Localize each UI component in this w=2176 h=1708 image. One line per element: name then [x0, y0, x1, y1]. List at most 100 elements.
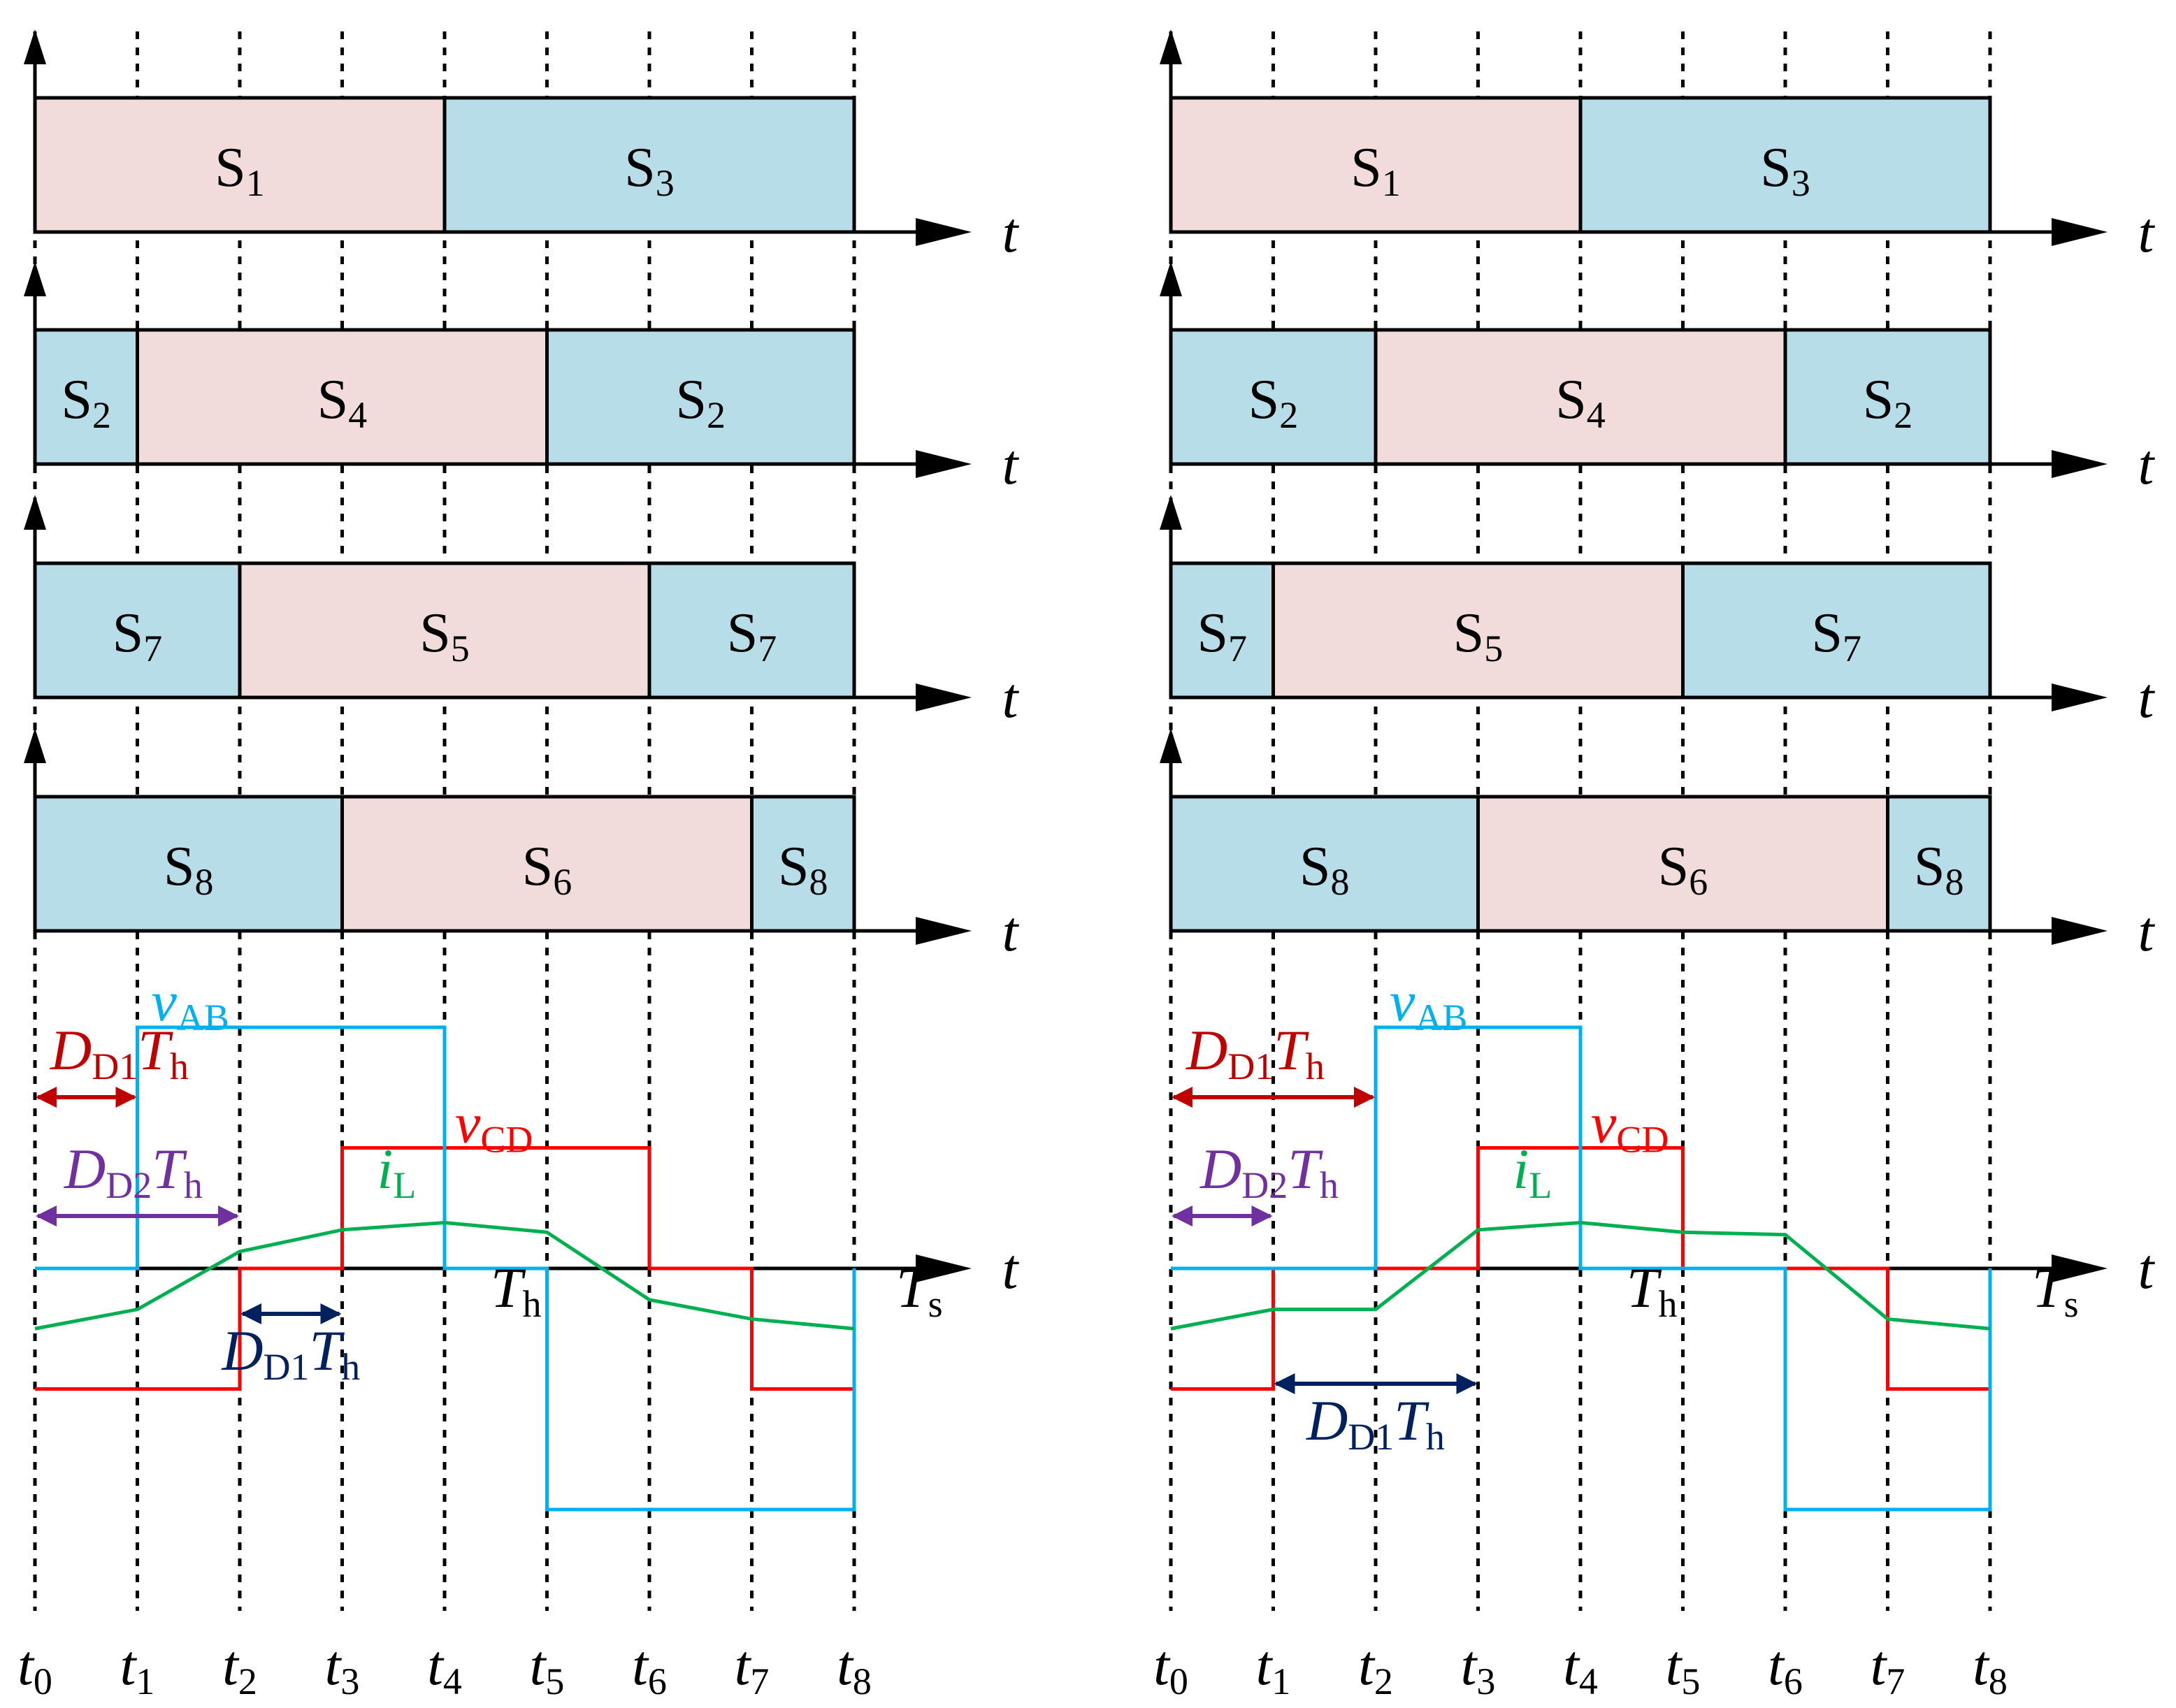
time-instant-label: t7	[1871, 1633, 1905, 1702]
time-axis-label: t	[1002, 201, 1020, 264]
right-arrow-icon	[916, 917, 972, 945]
switch-label: S8	[164, 836, 214, 903]
dd2-label: DD2Th	[1199, 1137, 1339, 1206]
dd1-bottom-label: DD1Th	[221, 1319, 360, 1388]
switch-label: S4	[317, 369, 368, 436]
switch-label: S6	[1658, 836, 1708, 903]
right-arrow-icon	[916, 450, 972, 478]
up-arrow-icon	[1160, 261, 1182, 296]
dd1-top-label: DD1Th	[50, 1018, 189, 1087]
right-arrow-icon	[2052, 218, 2107, 246]
switch-interval	[545, 328, 856, 466]
time-axis-label: t	[2138, 666, 2156, 730]
switch-interval	[1374, 328, 1787, 466]
time-instant-label: t7	[735, 1633, 770, 1702]
time-axis-label: t	[2138, 1237, 2156, 1301]
vab-label: vAB	[152, 969, 229, 1038]
up-arrow-icon	[1160, 728, 1182, 763]
th-label: Th	[491, 1256, 542, 1325]
switch-label: S7	[1197, 602, 1248, 670]
right-arrow-icon	[2052, 917, 2107, 945]
time-instant-label: t1	[1256, 1633, 1291, 1702]
up-arrow-icon	[1160, 29, 1182, 64]
switch-interval	[1169, 328, 1378, 466]
switch-label: S2	[676, 369, 726, 436]
switch-interval	[1681, 561, 1992, 700]
time-instant-label: t0	[17, 1633, 52, 1702]
time-instant-label: t6	[1768, 1633, 1803, 1702]
left-panel: S1 S3 t S2 S4 S2 t S7 S5 S7 t S8 S6 S8 t t vAB vCD iL Th Ts D…	[17, 29, 1020, 1702]
time-instant-label: t0	[1153, 1633, 1188, 1702]
switch-label: S5	[419, 602, 470, 670]
time-axis-label: t	[2138, 433, 2156, 496]
right-arrow-icon	[916, 1254, 972, 1282]
switch-interval	[136, 328, 549, 466]
switch-label: S7	[1812, 602, 1862, 670]
dd1-top-label: DD1Th	[1186, 1018, 1325, 1087]
time-axis-label: t	[1002, 666, 1020, 730]
switch-label: S7	[113, 602, 163, 670]
switch-label: S2	[1863, 369, 1913, 436]
right-arrow-icon	[2052, 450, 2107, 478]
vcd-label: vCD	[455, 1092, 533, 1161]
up-arrow-icon	[1160, 495, 1182, 530]
switch-interval	[238, 561, 651, 700]
th-label: Th	[1627, 1256, 1678, 1325]
time-axis-label: t	[1002, 899, 1020, 963]
dd1-bottom-label: DD1Th	[1306, 1389, 1445, 1458]
right-panel: S1 S3 t S2 S4 S2 t S7 S5 S7 t S8 S6 S8 t t vAB vCD iL Th Ts D…	[1153, 29, 2156, 1702]
ts-label: Ts	[896, 1256, 943, 1325]
time-axis-label: t	[2138, 899, 2156, 963]
switch-label: S2	[1248, 369, 1299, 436]
time-instant-label: t6	[632, 1633, 667, 1702]
right-arrow-icon	[916, 683, 972, 711]
time-instant-label: t5	[530, 1633, 565, 1702]
ts-label: Ts	[2032, 1256, 2079, 1325]
time-instant-label: t1	[120, 1633, 155, 1702]
switch-interval	[1578, 96, 1992, 234]
right-arrow-icon	[2052, 1254, 2107, 1282]
time-axis-label: t	[2138, 201, 2156, 264]
time-instant-label: t3	[325, 1633, 360, 1702]
il-label: iL	[377, 1137, 417, 1206]
right-arrow-icon	[916, 218, 972, 246]
right-arrow-icon	[2052, 683, 2107, 711]
up-arrow-icon	[24, 261, 46, 296]
vcd-waveform	[35, 1146, 854, 1391]
il-waveform	[1170, 1220, 1991, 1331]
time-instant-label: t2	[1358, 1633, 1393, 1702]
time-instant-label: t8	[837, 1633, 872, 1702]
switch-label: S8	[1299, 836, 1350, 903]
switch-interval	[33, 328, 139, 466]
up-arrow-icon	[24, 29, 46, 64]
time-instant-label: t4	[427, 1633, 462, 1702]
switch-interval	[1476, 795, 1889, 933]
switch-interval	[647, 561, 856, 700]
switch-label: S3	[1760, 137, 1810, 204]
switch-label: S7	[727, 602, 777, 670]
switch-label: S4	[1555, 369, 1606, 436]
time-axis-label: t	[1002, 433, 1020, 496]
dd2-label: DD2Th	[64, 1137, 203, 1206]
vcd-label: vCD	[1591, 1092, 1669, 1161]
time-instant-label: t4	[1563, 1633, 1598, 1702]
switch-label: S1	[215, 137, 265, 204]
switch-label: S8	[1914, 836, 1964, 903]
switch-label: S3	[624, 137, 675, 204]
il-label: iL	[1513, 1137, 1552, 1206]
time-instant-label: t8	[1973, 1633, 2008, 1702]
switch-label: S6	[522, 836, 572, 903]
time-instant-label: t2	[222, 1633, 257, 1702]
up-arrow-icon	[24, 728, 46, 763]
vab-waveform	[1171, 1025, 1992, 1512]
switch-label: S2	[62, 369, 112, 436]
time-instant-label: t5	[1666, 1633, 1701, 1702]
switch-label: S5	[1453, 602, 1504, 670]
up-arrow-icon	[24, 495, 46, 530]
switch-interval	[340, 795, 754, 933]
vab-waveform	[35, 1025, 856, 1512]
time-instant-label: t3	[1461, 1633, 1496, 1702]
il-waveform	[34, 1220, 855, 1331]
switch-interval	[1169, 96, 1583, 234]
